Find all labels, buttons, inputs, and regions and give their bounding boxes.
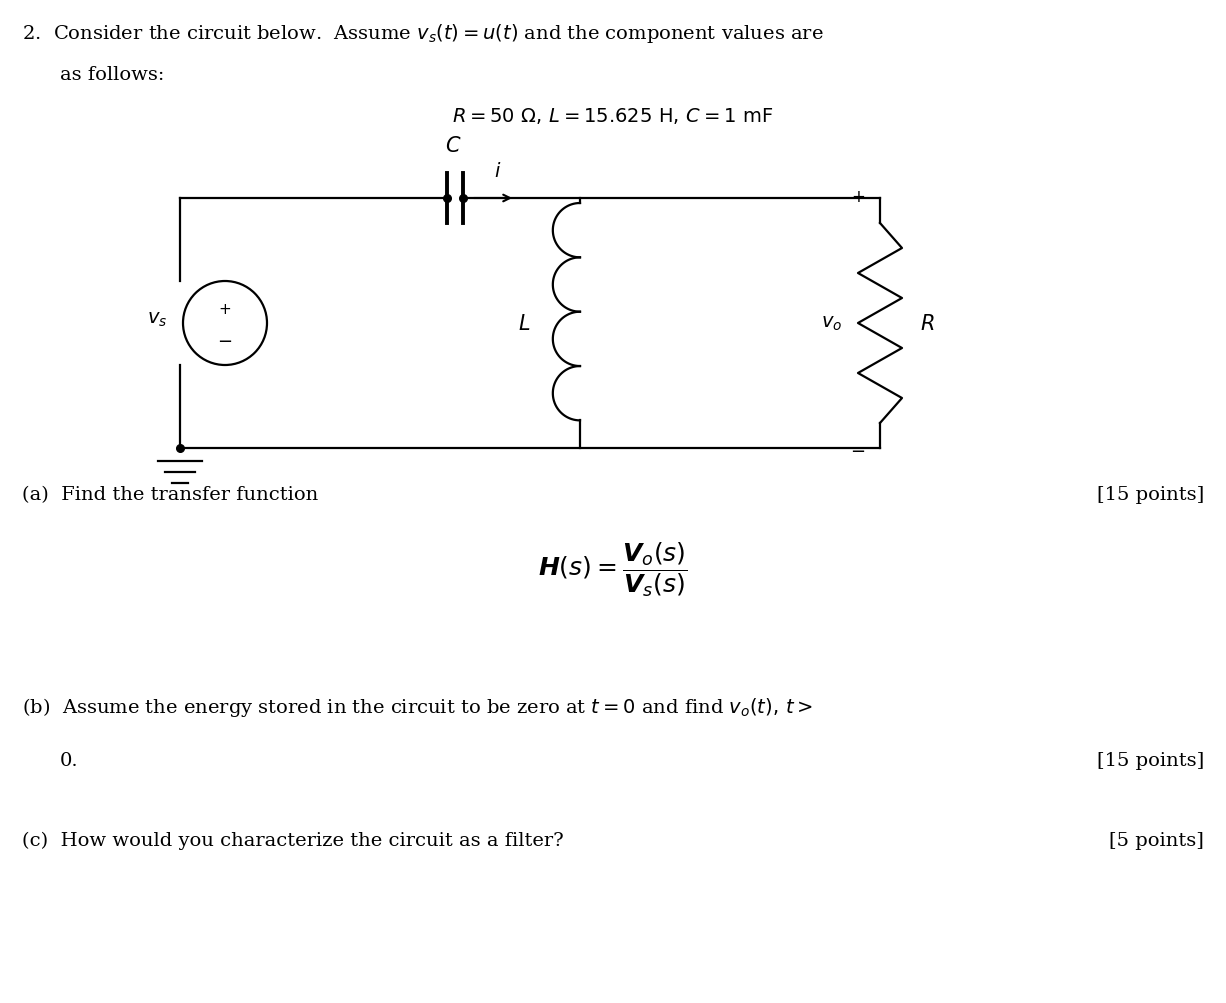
Text: $-$: $-$ — [217, 331, 233, 349]
Text: $+$: $+$ — [851, 190, 866, 207]
Text: as follows:: as follows: — [60, 66, 164, 84]
Text: 2.  Consider the circuit below.  Assume $v_s(t) = u(t)$ and the component values: 2. Consider the circuit below. Assume $v… — [22, 22, 824, 45]
Text: $i$: $i$ — [494, 161, 501, 181]
Text: (b)  Assume the energy stored in the circuit to be zero at $t = 0$ and find $v_o: (b) Assume the energy stored in the circ… — [22, 695, 813, 718]
Text: $C$: $C$ — [445, 135, 461, 155]
Text: [15 points]: [15 points] — [1097, 485, 1204, 504]
Text: (c)  How would you characterize the circuit as a filter?: (c) How would you characterize the circu… — [22, 831, 564, 850]
Text: $v_s$: $v_s$ — [147, 311, 167, 329]
Text: $L$: $L$ — [519, 314, 531, 334]
Text: $R$: $R$ — [920, 314, 934, 334]
Text: $-$: $-$ — [851, 440, 866, 458]
Text: (a)  Find the transfer function: (a) Find the transfer function — [22, 485, 319, 504]
Text: $+$: $+$ — [218, 303, 232, 317]
Text: $\boldsymbol{H}(s) = \dfrac{\boldsymbol{V}_o(s)}{\boldsymbol{V}_s(s)}$: $\boldsymbol{H}(s) = \dfrac{\boldsymbol{… — [538, 541, 688, 599]
Text: [5 points]: [5 points] — [1110, 831, 1204, 850]
Text: $v_o$: $v_o$ — [820, 315, 842, 333]
Text: [15 points]: [15 points] — [1097, 751, 1204, 769]
Text: 0.: 0. — [60, 751, 78, 769]
Text: $R = 50\ \Omega,\, L = 15.625\ \mathrm{H},\, C = 1\ \mathrm{mF}$: $R = 50\ \Omega,\, L = 15.625\ \mathrm{H… — [452, 106, 774, 125]
